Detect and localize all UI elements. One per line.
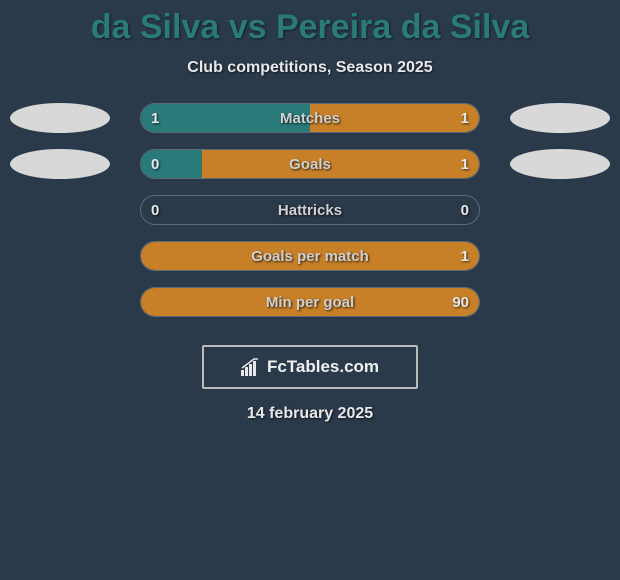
stat-row: 01Goals [0, 149, 620, 179]
brand-text: FcTables.com [267, 357, 379, 377]
stat-row: 1Goals per match [0, 241, 620, 271]
team-right-oval [510, 149, 610, 179]
stat-label: Min per goal [141, 288, 479, 316]
date-label: 14 february 2025 [247, 405, 373, 423]
brand-badge[interactable]: FcTables.com [202, 345, 418, 389]
team-left-oval [10, 149, 110, 179]
stat-label: Matches [141, 104, 479, 132]
bar-track: 1Goals per match [140, 241, 480, 271]
stat-row: 00Hattricks [0, 195, 620, 225]
bar-track: 90Min per goal [140, 287, 480, 317]
stat-row: 11Matches [0, 103, 620, 133]
stat-label: Hattricks [141, 196, 479, 224]
team-right-oval [510, 103, 610, 133]
comparison-widget: da Silva vs Pereira da Silva Club compet… [0, 0, 620, 423]
page-title: da Silva vs Pereira da Silva [91, 8, 530, 47]
team-left-oval [10, 103, 110, 133]
stat-row: 90Min per goal [0, 287, 620, 317]
subtitle: Club competitions, Season 2025 [187, 59, 432, 77]
bar-track: 11Matches [140, 103, 480, 133]
bar-chart-icon [241, 358, 261, 376]
bar-track: 01Goals [140, 149, 480, 179]
bar-track: 00Hattricks [140, 195, 480, 225]
stat-label: Goals per match [141, 242, 479, 270]
stat-label: Goals [141, 150, 479, 178]
stats-rows: 11Matches 01Goals 00Hattricks 1Goals per ma… [0, 103, 620, 333]
